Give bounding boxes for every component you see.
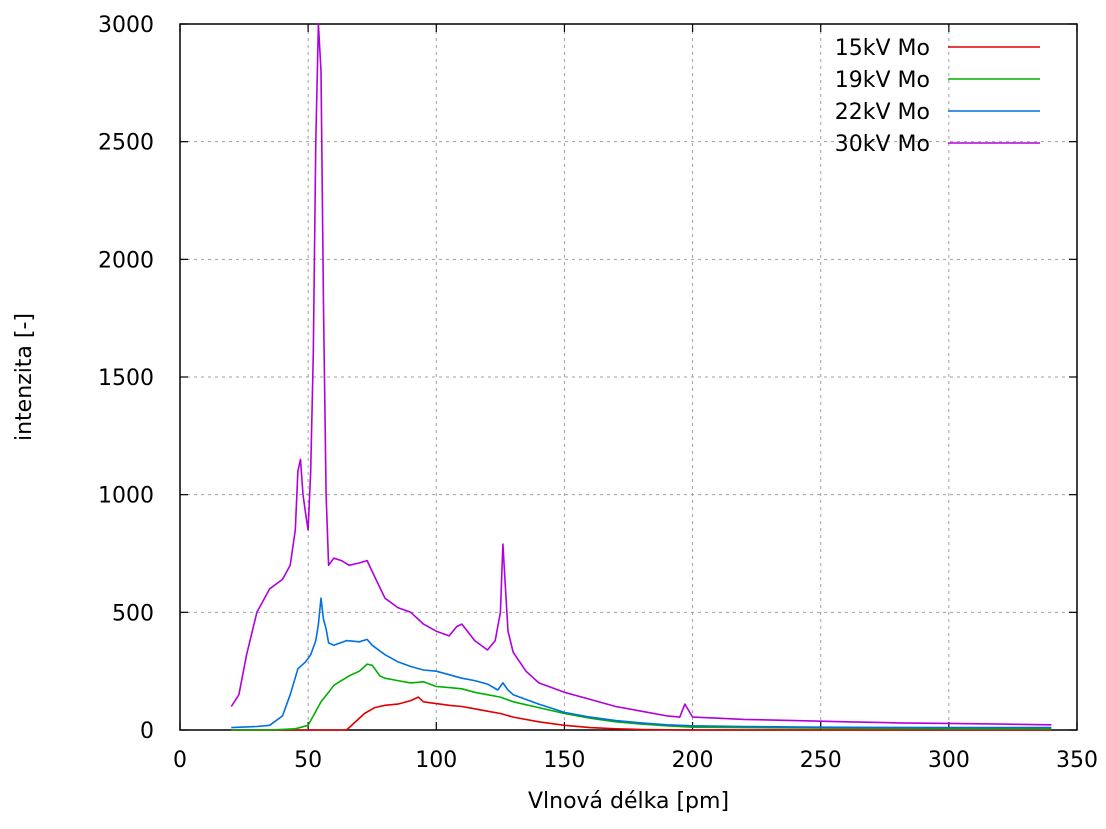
series-line-1 xyxy=(231,696,1052,731)
y-tick-label: 500 xyxy=(112,601,154,626)
y-tick-label: 2000 xyxy=(98,248,154,273)
legend-label: 22kV Mo xyxy=(835,100,930,125)
y-axis-label: intenzita [-] xyxy=(12,313,37,441)
series-line-2 xyxy=(231,663,1052,731)
x-tick-label: 100 xyxy=(415,748,457,773)
grid xyxy=(180,24,1077,730)
legend-label: 15kV Mo xyxy=(835,36,930,61)
x-tick-label: 150 xyxy=(543,748,585,773)
axis-ticks: 0 50 100 150 200 250 300 350 0 500 1000 1500 2000 250… xyxy=(98,13,1098,773)
series-lines xyxy=(230,23,1052,731)
legend-label: 30kV Mo xyxy=(835,132,930,157)
x-axis-label: Vlnová délka [pm] xyxy=(528,789,729,814)
x-tick-label: 300 xyxy=(928,748,970,773)
x-tick-label: 0 xyxy=(173,748,187,773)
x-tick-label: 200 xyxy=(672,748,714,773)
legend: 15kV Mo 19kV Mo 22kV Mo 30kV Mo xyxy=(835,36,1040,157)
y-tick-label: 1000 xyxy=(98,484,154,509)
series-line-3 xyxy=(231,597,1052,729)
y-tick-label: 3000 xyxy=(98,13,154,38)
y-tick-label: 1500 xyxy=(98,366,154,391)
x-tick-label: 50 xyxy=(294,748,322,773)
series-line-4 xyxy=(230,23,1052,726)
y-tick-label: 0 xyxy=(140,719,154,744)
x-tick-label: 350 xyxy=(1056,748,1098,773)
legend-label: 19kV Mo xyxy=(835,68,930,93)
y-tick-label: 2500 xyxy=(98,131,154,156)
x-tick-label: 250 xyxy=(800,748,842,773)
